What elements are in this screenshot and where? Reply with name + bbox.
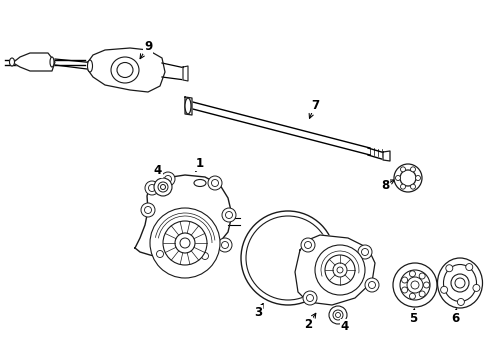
Text: 9: 9: [144, 40, 152, 53]
Circle shape: [303, 291, 317, 305]
Text: 5: 5: [409, 311, 417, 324]
Circle shape: [153, 247, 167, 261]
Ellipse shape: [185, 98, 191, 114]
Circle shape: [315, 245, 365, 295]
Circle shape: [411, 184, 416, 189]
Circle shape: [400, 270, 430, 300]
Circle shape: [402, 287, 408, 293]
Circle shape: [410, 293, 416, 299]
Text: 2: 2: [304, 319, 312, 332]
Circle shape: [393, 263, 437, 307]
Circle shape: [411, 281, 419, 289]
Circle shape: [325, 255, 355, 285]
Ellipse shape: [111, 57, 139, 83]
Circle shape: [410, 271, 416, 277]
Circle shape: [208, 176, 222, 190]
Circle shape: [241, 211, 335, 305]
Circle shape: [411, 167, 416, 172]
Circle shape: [163, 221, 207, 265]
Circle shape: [333, 310, 343, 320]
Text: 4: 4: [341, 320, 349, 333]
Circle shape: [400, 170, 416, 186]
Circle shape: [145, 181, 159, 195]
Circle shape: [145, 207, 151, 213]
Circle shape: [161, 185, 166, 189]
Text: 6: 6: [451, 311, 459, 324]
Ellipse shape: [438, 258, 483, 308]
Circle shape: [394, 164, 422, 192]
Circle shape: [336, 312, 341, 318]
Circle shape: [407, 277, 423, 293]
Polygon shape: [295, 235, 375, 305]
Circle shape: [446, 265, 453, 272]
Circle shape: [395, 176, 400, 180]
Circle shape: [368, 282, 375, 288]
Ellipse shape: [117, 63, 133, 77]
Circle shape: [441, 286, 448, 293]
Circle shape: [156, 251, 164, 257]
Ellipse shape: [194, 180, 206, 186]
Circle shape: [455, 278, 465, 288]
Text: 7: 7: [311, 99, 319, 112]
Circle shape: [150, 208, 220, 278]
Circle shape: [419, 291, 425, 297]
Circle shape: [451, 274, 469, 292]
Ellipse shape: [50, 57, 54, 67]
Ellipse shape: [88, 60, 93, 72]
Polygon shape: [135, 175, 232, 260]
Circle shape: [198, 249, 212, 263]
Circle shape: [365, 278, 379, 292]
Text: 8: 8: [381, 179, 389, 192]
Circle shape: [400, 167, 406, 172]
Circle shape: [180, 238, 190, 248]
Polygon shape: [10, 53, 55, 71]
Ellipse shape: [443, 265, 476, 302]
Polygon shape: [383, 151, 390, 161]
Text: 1: 1: [196, 157, 204, 170]
Circle shape: [141, 203, 155, 217]
Text: 4: 4: [154, 163, 162, 176]
Circle shape: [337, 267, 343, 273]
Circle shape: [400, 184, 406, 189]
Circle shape: [301, 238, 315, 252]
Circle shape: [473, 284, 480, 291]
Circle shape: [212, 180, 219, 186]
Circle shape: [221, 242, 228, 248]
Circle shape: [329, 306, 347, 324]
Circle shape: [402, 277, 408, 283]
Circle shape: [457, 298, 465, 306]
Circle shape: [419, 273, 425, 279]
Ellipse shape: [9, 58, 15, 66]
Circle shape: [161, 172, 175, 186]
Circle shape: [333, 263, 347, 277]
Circle shape: [222, 208, 236, 222]
Circle shape: [165, 176, 172, 183]
Circle shape: [218, 238, 232, 252]
Circle shape: [148, 185, 155, 192]
Circle shape: [416, 176, 420, 180]
Polygon shape: [88, 48, 165, 92]
Circle shape: [423, 282, 430, 288]
Circle shape: [358, 245, 372, 259]
Polygon shape: [185, 97, 192, 115]
Circle shape: [304, 242, 312, 248]
Circle shape: [158, 182, 168, 192]
Circle shape: [154, 178, 172, 196]
Circle shape: [175, 233, 195, 253]
Circle shape: [466, 264, 473, 271]
Polygon shape: [183, 66, 188, 81]
Circle shape: [307, 294, 314, 302]
Text: 3: 3: [254, 306, 262, 320]
Circle shape: [225, 212, 232, 219]
Circle shape: [201, 252, 209, 260]
Circle shape: [362, 248, 368, 256]
Circle shape: [246, 216, 330, 300]
